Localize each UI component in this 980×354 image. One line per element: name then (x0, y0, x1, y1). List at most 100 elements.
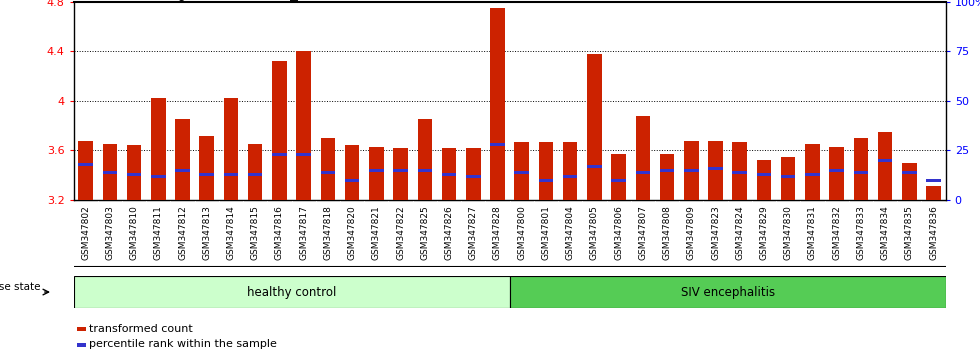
Text: GSM347803: GSM347803 (105, 205, 115, 260)
Bar (926, 179, 941, 182)
Text: GSM347807: GSM347807 (638, 205, 648, 260)
Text: GSM347820: GSM347820 (348, 205, 357, 260)
Bar (926, 186, 941, 200)
Text: SIV encephalitis: SIV encephalitis (680, 286, 775, 298)
Text: GSM347821: GSM347821 (371, 205, 381, 260)
Text: GSM347836: GSM347836 (929, 205, 938, 260)
Bar (709, 141, 723, 200)
Bar (514, 171, 529, 174)
Bar (393, 148, 408, 200)
Text: GSM347829: GSM347829 (760, 205, 768, 260)
Bar (296, 51, 311, 200)
Bar (732, 142, 747, 200)
Bar (709, 167, 723, 170)
Bar (902, 163, 916, 200)
Text: GSM347811: GSM347811 (154, 205, 163, 260)
Bar (587, 165, 602, 168)
Bar (781, 175, 796, 178)
Text: GSM347828: GSM347828 (493, 205, 502, 260)
Text: GSM347825: GSM347825 (420, 205, 429, 260)
Text: GSM347801: GSM347801 (541, 205, 551, 260)
Text: GSM347812: GSM347812 (178, 205, 187, 260)
Bar (272, 61, 287, 200)
Text: disease state: disease state (0, 282, 40, 292)
Bar (272, 153, 287, 156)
Bar (878, 132, 893, 200)
Text: GSM347809: GSM347809 (687, 205, 696, 260)
Text: GSM347806: GSM347806 (614, 205, 623, 260)
Bar (539, 179, 553, 182)
Text: GSM347800: GSM347800 (517, 205, 526, 260)
Bar (248, 173, 263, 176)
Bar (612, 179, 626, 182)
Bar (126, 173, 141, 176)
Bar (345, 179, 360, 182)
Text: GSM347827: GSM347827 (468, 205, 478, 260)
Bar (175, 119, 190, 200)
Bar (320, 138, 335, 200)
Bar (369, 147, 383, 200)
Bar (510, 276, 946, 308)
Text: GSM347814: GSM347814 (226, 205, 235, 260)
Bar (514, 142, 529, 200)
Bar (490, 8, 505, 200)
Bar (563, 175, 577, 178)
Bar (612, 154, 626, 200)
Bar (126, 145, 141, 200)
Bar (223, 173, 238, 176)
Bar (296, 153, 311, 156)
Bar (77, 327, 85, 331)
Text: GSM347822: GSM347822 (396, 205, 405, 260)
Bar (466, 175, 480, 178)
Bar (781, 157, 796, 200)
Text: percentile rank within the sample: percentile rank within the sample (89, 339, 277, 349)
Bar (466, 148, 480, 200)
Bar (103, 171, 117, 174)
Bar (78, 163, 93, 166)
Bar (902, 171, 916, 174)
Bar (248, 144, 263, 200)
Bar (636, 116, 650, 200)
Bar (829, 147, 844, 200)
Text: GSM347808: GSM347808 (662, 205, 671, 260)
Text: GSM347802: GSM347802 (81, 205, 90, 260)
Bar (417, 119, 432, 200)
Bar (369, 169, 383, 172)
Text: GSM347805: GSM347805 (590, 205, 599, 260)
Bar (854, 171, 868, 174)
Bar (200, 173, 214, 176)
Bar (175, 169, 190, 172)
Bar (442, 173, 457, 176)
Text: GSM347818: GSM347818 (323, 205, 332, 260)
Text: GSM347815: GSM347815 (251, 205, 260, 260)
Text: GSM347823: GSM347823 (711, 205, 720, 260)
Bar (660, 154, 674, 200)
Bar (539, 142, 553, 200)
Bar (636, 171, 650, 174)
Bar (878, 159, 893, 162)
Bar (345, 145, 360, 200)
Bar (103, 144, 117, 200)
Text: GSM347826: GSM347826 (445, 205, 454, 260)
Text: GSM347813: GSM347813 (202, 205, 212, 260)
Bar (829, 169, 844, 172)
Text: GDS4214 / MmugDNA.4706.1.S1_at: GDS4214 / MmugDNA.4706.1.S1_at (74, 0, 314, 1)
Text: GSM347830: GSM347830 (784, 205, 793, 260)
Text: healthy control: healthy control (247, 286, 336, 298)
Text: GSM347833: GSM347833 (857, 205, 865, 260)
Bar (490, 143, 505, 146)
Text: transformed count: transformed count (89, 324, 193, 333)
Text: GSM347832: GSM347832 (832, 205, 841, 260)
Bar (854, 138, 868, 200)
Bar (77, 343, 85, 347)
Bar (151, 175, 166, 178)
Bar (757, 160, 771, 200)
Bar (393, 169, 408, 172)
Bar (442, 148, 457, 200)
Bar (78, 141, 93, 200)
Bar (587, 54, 602, 200)
Text: GSM347804: GSM347804 (565, 205, 574, 260)
Bar (200, 136, 214, 200)
Bar (320, 171, 335, 174)
Bar (563, 142, 577, 200)
